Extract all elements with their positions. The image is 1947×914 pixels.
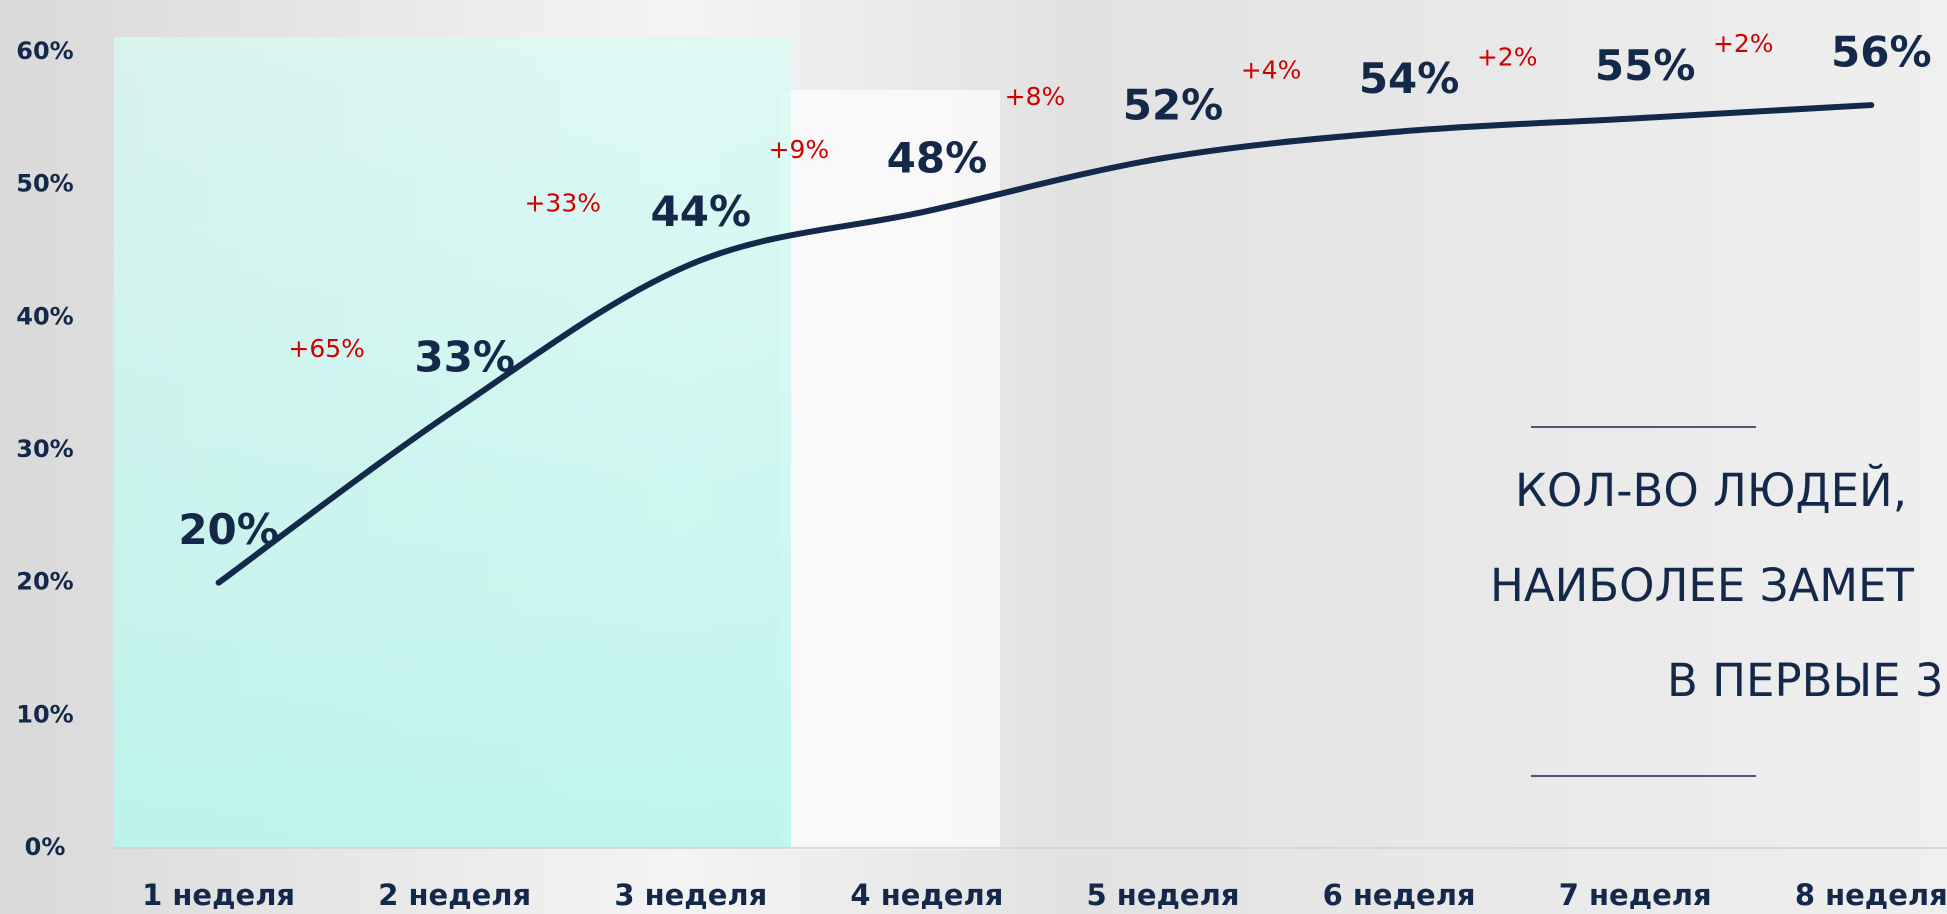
title-line: НАИБОЛЕЕ ЗАМЕТ xyxy=(1490,559,1914,612)
x-tick-label: 6 неделя xyxy=(1323,878,1476,912)
x-tick-label: 7 неделя xyxy=(1559,878,1712,912)
x-tick-label: 3 неделя xyxy=(614,878,767,912)
title-line: В ПЕРВЫЕ 3 xyxy=(1667,654,1944,707)
x-tick-label: 2 неделя xyxy=(378,878,531,912)
y-tick-label: 0% xyxy=(25,833,66,861)
y-tick-label: 40% xyxy=(16,302,73,330)
growth-label: +4% xyxy=(1241,56,1302,85)
data-label: 54% xyxy=(1359,54,1460,103)
growth-label: +9% xyxy=(769,135,830,164)
data-label: 56% xyxy=(1831,28,1932,77)
data-label: 48% xyxy=(887,134,988,183)
data-label: 52% xyxy=(1123,81,1224,130)
y-tick-label: 30% xyxy=(16,435,73,463)
growth-label: +33% xyxy=(524,188,601,217)
chart: КОЛ-ВО ЛЮДЕЙ, НАИБОЛЕЕ ЗАМЕТ В ПЕРВЫЕ 3 … xyxy=(0,0,1947,914)
title-line: КОЛ-ВО ЛЮДЕЙ, xyxy=(1515,464,1907,517)
data-label: 55% xyxy=(1595,41,1696,90)
x-tick-label: 8 неделя xyxy=(1795,878,1947,912)
growth-label: +2% xyxy=(1713,29,1774,58)
data-label: 33% xyxy=(414,333,515,382)
y-tick-label: 10% xyxy=(16,700,73,728)
growth-label: +2% xyxy=(1477,42,1538,71)
x-tick-label: 5 неделя xyxy=(1087,878,1240,912)
data-label: 20% xyxy=(178,505,279,554)
y-tick-label: 20% xyxy=(16,568,73,596)
y-tick-label: 60% xyxy=(16,37,73,65)
data-label: 44% xyxy=(651,187,752,236)
growth-label: +8% xyxy=(1005,82,1066,111)
y-tick-label: 50% xyxy=(16,170,73,198)
x-tick-label: 1 неделя xyxy=(142,878,295,912)
growth-label: +65% xyxy=(288,334,365,363)
page: КОЛ-ВО ЛЮДЕЙ, НАИБОЛЕЕ ЗАМЕТ В ПЕРВЫЕ 3 … xyxy=(0,0,1947,914)
x-tick-label: 4 неделя xyxy=(850,878,1003,912)
highlight-area xyxy=(114,37,791,848)
